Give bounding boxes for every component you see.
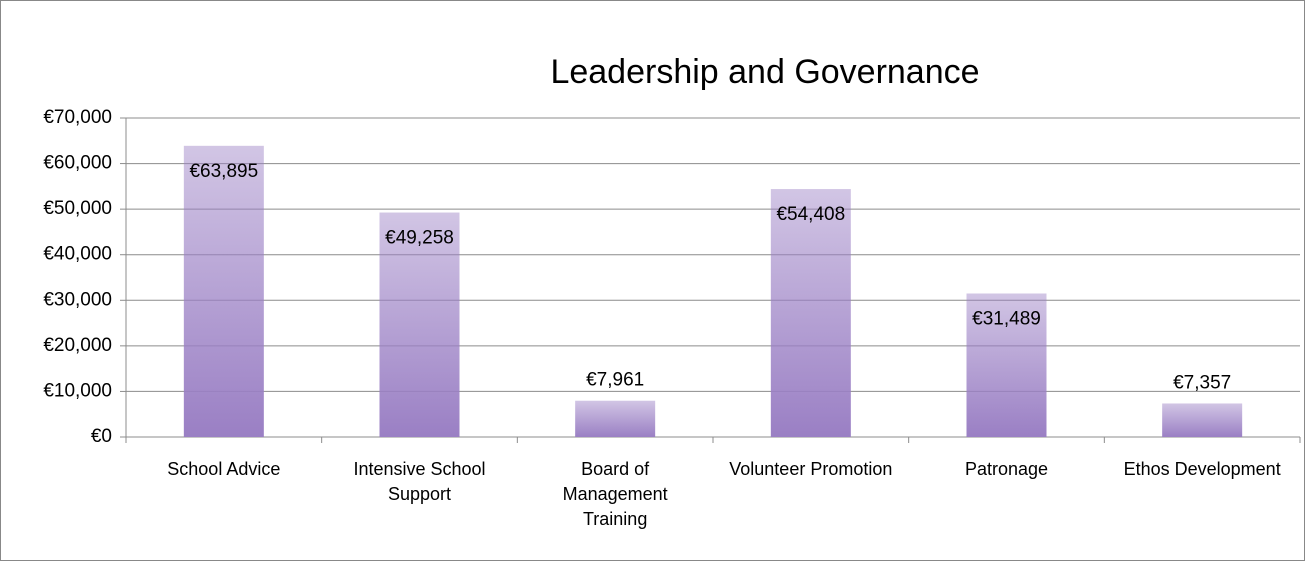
x-tick-label: Patronage xyxy=(964,459,1049,479)
x-tick-label: Board of Management Training xyxy=(562,459,668,529)
x-tick-label: School Advice xyxy=(167,459,281,479)
bar xyxy=(1162,403,1243,437)
data-label: €54,408 xyxy=(776,204,845,225)
y-tick-label: €10,000 xyxy=(43,380,112,401)
data-label: €7,961 xyxy=(586,370,644,391)
bar xyxy=(379,212,460,437)
x-tick-label: Intensive School Support xyxy=(353,459,486,504)
bar xyxy=(575,400,656,437)
y-tick-label: €60,000 xyxy=(43,153,112,174)
y-tick-label: €50,000 xyxy=(43,198,112,219)
chart-title: Leadership and Governance xyxy=(550,53,979,91)
y-tick-label: €30,000 xyxy=(43,289,112,310)
data-label: €7,357 xyxy=(1173,372,1231,393)
bar xyxy=(770,189,851,437)
data-label: €49,258 xyxy=(385,228,454,249)
x-tick-label: Volunteer Promotion xyxy=(729,459,893,479)
data-label: €63,895 xyxy=(189,161,258,182)
y-tick-label: €70,000 xyxy=(43,107,112,128)
y-tick-label: €40,000 xyxy=(43,244,112,265)
bar xyxy=(183,145,264,437)
y-tick-label: €0 xyxy=(91,426,112,447)
data-label: €31,489 xyxy=(972,309,1041,330)
y-tick-label: €20,000 xyxy=(43,335,112,356)
x-tick-label: Ethos Development xyxy=(1123,459,1281,479)
bar xyxy=(966,293,1047,437)
